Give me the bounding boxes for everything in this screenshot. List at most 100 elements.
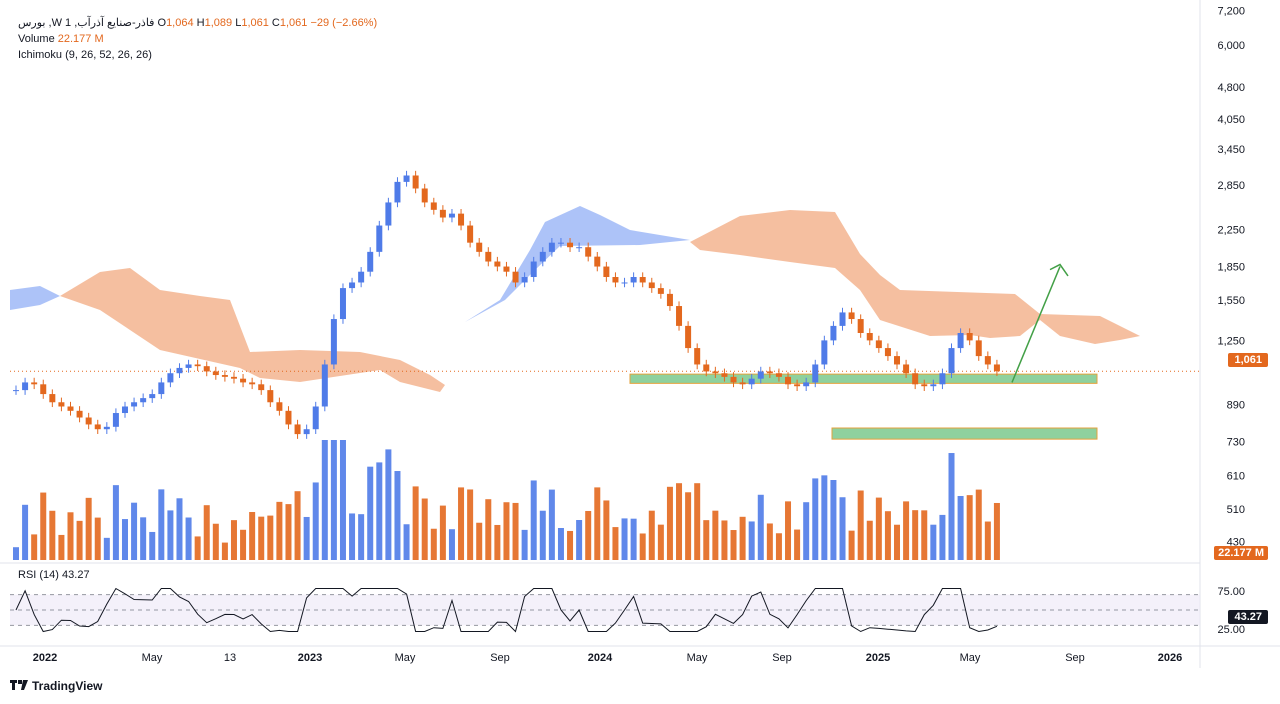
volume-bar <box>657 524 664 560</box>
time-tick: Sep <box>1065 652 1085 664</box>
ichimoku-cloud-bear <box>60 268 445 392</box>
candle-body <box>884 348 891 357</box>
price-tick: 4,800 <box>1217 82 1245 94</box>
candle-body <box>766 371 773 374</box>
volume-bar <box>666 486 673 560</box>
candle-body <box>585 247 592 257</box>
volume-bar <box>167 510 174 560</box>
volume-bar <box>921 510 928 560</box>
volume-bar <box>176 498 183 560</box>
volume-bar <box>240 529 247 560</box>
volume-bar <box>748 521 755 560</box>
volume-bar <box>703 520 710 560</box>
candle-body <box>857 319 864 334</box>
volume-bar <box>22 504 29 560</box>
support-zone-2 <box>831 427 1098 440</box>
candle-body <box>458 213 465 226</box>
candle-body <box>948 348 955 374</box>
candle-body <box>712 371 719 374</box>
last-rsi-tag: 43.27 <box>1228 610 1268 624</box>
candle-body <box>403 175 410 182</box>
candle-body <box>285 410 292 425</box>
candle-body <box>167 373 174 383</box>
price-tick: 730 <box>1227 437 1245 449</box>
volume-bar <box>766 523 773 560</box>
volume-bar <box>712 510 719 560</box>
candle-body <box>476 242 483 252</box>
time-tick: Sep <box>772 652 792 664</box>
ichimoku-legend: Ichimoku (9, 26, 52, 26, 26) <box>18 47 152 63</box>
candle-body <box>121 406 128 414</box>
volume-bar <box>358 514 365 560</box>
volume-bar <box>875 497 882 560</box>
volume-bar <box>249 512 256 560</box>
volume-bar <box>131 502 138 560</box>
price-tick: 1,850 <box>1217 262 1245 274</box>
volume-bar <box>676 483 683 560</box>
volume-bar <box>894 524 901 560</box>
volume-bar <box>476 522 483 560</box>
volume-bar <box>485 499 492 560</box>
volume-bar <box>149 531 156 560</box>
candle-body <box>212 371 219 376</box>
candle-body <box>930 384 937 387</box>
volume-bar <box>939 514 946 560</box>
volume-bar <box>403 524 410 560</box>
support-zone-1 <box>629 373 1098 384</box>
last-price-tag: 1,061 <box>1228 353 1268 367</box>
candle-body <box>430 202 437 210</box>
close-value: 1,061 <box>279 17 308 29</box>
volume-bar <box>775 533 782 560</box>
volume-bar <box>221 542 228 560</box>
candle-body <box>803 382 810 387</box>
candle-body <box>993 364 1000 372</box>
candle-body <box>503 266 510 272</box>
candle-body <box>648 282 655 289</box>
volume-bar <box>103 537 110 560</box>
candle-body <box>603 266 610 278</box>
volume-bar <box>685 492 692 560</box>
volume-bar <box>467 489 474 560</box>
tradingview-brand[interactable]: TradingView <box>10 679 102 693</box>
projection-arrowhead <box>1049 263 1069 277</box>
volume-bar <box>975 489 982 560</box>
candle-body <box>939 373 946 385</box>
candle-body <box>530 261 537 278</box>
volume-bar <box>230 520 237 560</box>
volume-bar <box>903 501 910 560</box>
volume-bar <box>539 510 546 560</box>
candle-body <box>312 406 319 430</box>
candle-body <box>539 251 546 262</box>
price-tick: 1,550 <box>1217 295 1245 307</box>
candle-body <box>548 242 555 252</box>
change-value: −29 (−2.66%) <box>310 17 378 29</box>
candle-body <box>385 202 392 226</box>
candle-body <box>912 373 919 385</box>
candle-body <box>240 378 247 383</box>
volume-bar <box>439 505 446 560</box>
candle-body <box>221 375 228 377</box>
volume-value: 22.177 M <box>57 33 104 45</box>
candle-body <box>303 429 310 435</box>
candle-body <box>176 367 183 374</box>
candle-body <box>485 251 492 262</box>
price-tick: 890 <box>1227 399 1245 411</box>
volume-bar <box>948 453 955 560</box>
tradingview-logo-icon <box>10 680 28 690</box>
volume-bar <box>13 547 19 560</box>
candle-body <box>58 402 65 407</box>
volume-bar <box>630 518 637 560</box>
volume-bar <box>585 510 592 560</box>
candle-body <box>131 402 138 407</box>
volume-bar <box>621 518 628 560</box>
candle-body <box>40 384 47 395</box>
volume-bar <box>349 513 356 560</box>
candle-body <box>567 242 574 248</box>
candle-body <box>848 312 855 320</box>
open-value: 1,064 <box>166 17 194 29</box>
time-tick: May <box>960 652 981 664</box>
candle-body <box>703 364 710 372</box>
rsi-value: 43.27 <box>62 569 90 581</box>
rsi-tick: 25.00 <box>1217 624 1245 636</box>
